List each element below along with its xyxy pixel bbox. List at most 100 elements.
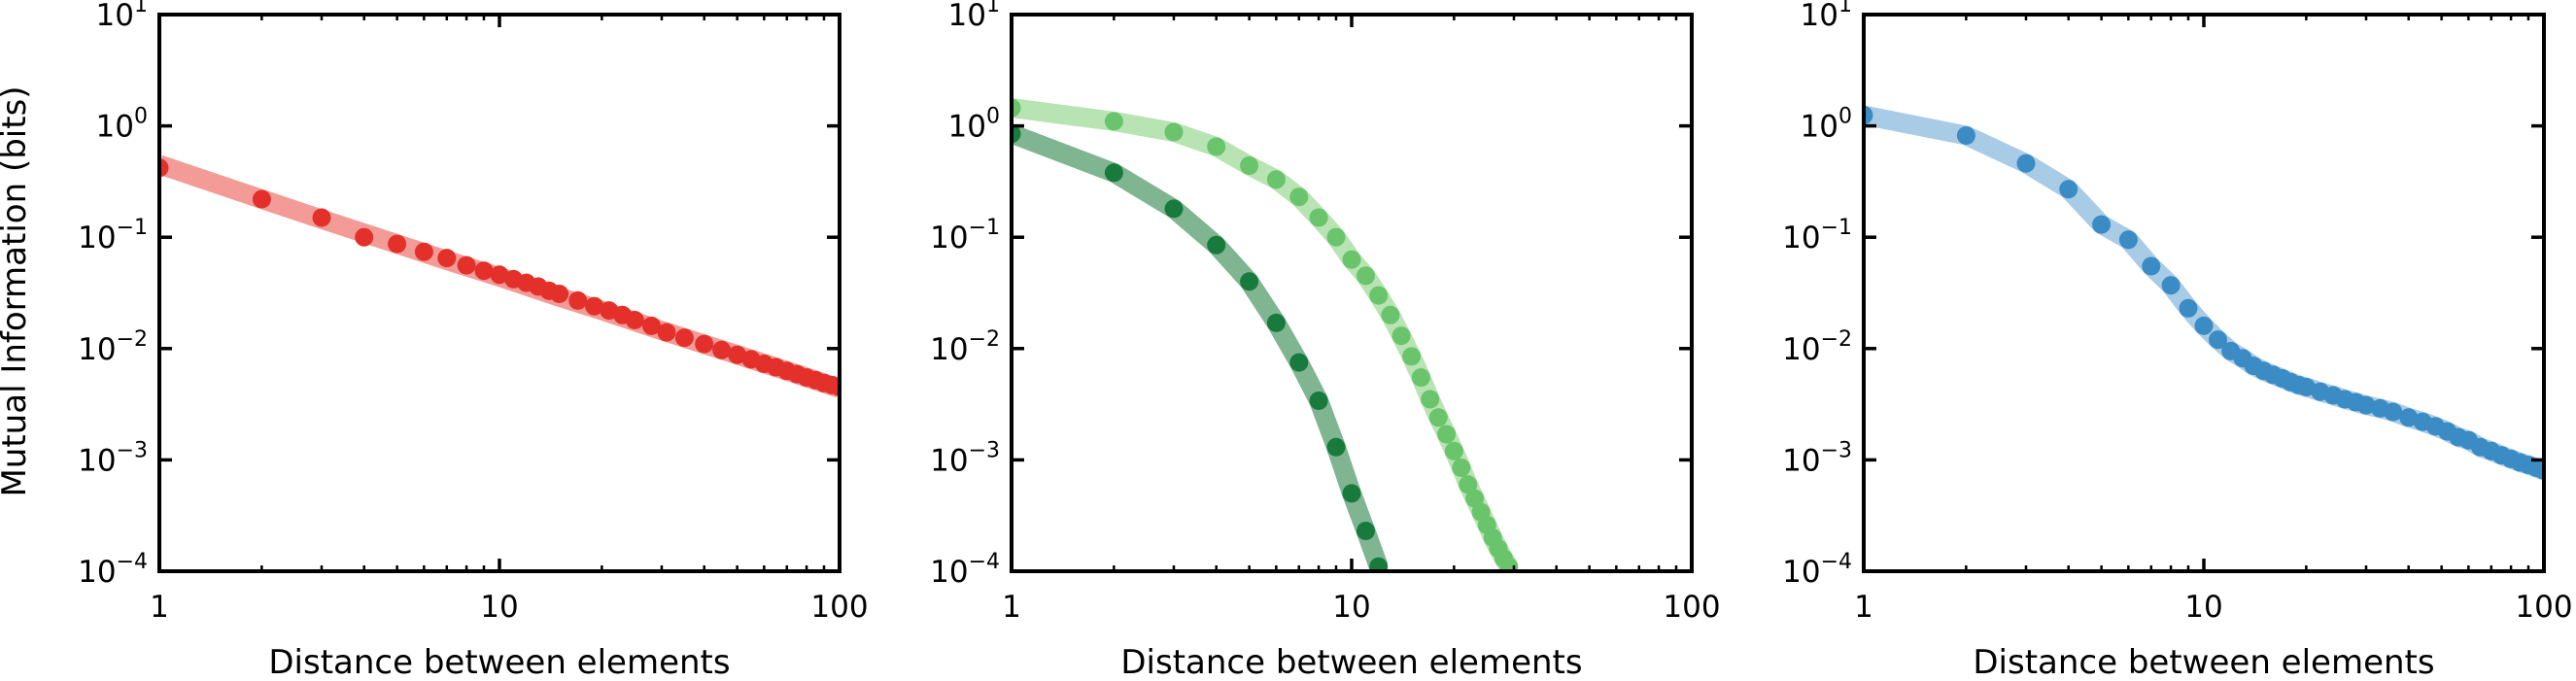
data-point xyxy=(437,249,457,268)
points-series-2 xyxy=(1012,124,1389,571)
data-point xyxy=(2142,256,2161,276)
y-tick-base: 10 xyxy=(1782,555,1820,590)
data-point xyxy=(1342,250,1361,269)
data-point xyxy=(1421,390,1440,409)
data-point xyxy=(1369,557,1389,571)
y-tick-exponent: 0 xyxy=(1838,105,1852,129)
points-series-1 xyxy=(1864,106,2544,480)
data-point xyxy=(2534,461,2544,480)
y-tick-exponent: −3 xyxy=(117,438,148,462)
data-point xyxy=(625,311,644,329)
y-tick-label: 10−2 xyxy=(930,327,1000,367)
y-tick-exponent: −2 xyxy=(1821,327,1852,352)
y-tick-base: 10 xyxy=(930,332,968,367)
y-tick-label: 100 xyxy=(1801,105,1852,145)
data-point xyxy=(2384,402,2403,422)
data-point xyxy=(1428,408,1448,427)
data-point xyxy=(1452,459,1471,477)
data-point xyxy=(490,265,509,285)
y-tick-exponent: 0 xyxy=(134,105,148,129)
data-point xyxy=(1012,98,1021,118)
plot-area xyxy=(159,154,840,398)
y-tick-base: 10 xyxy=(78,221,116,255)
y-tick-base: 10 xyxy=(930,443,968,478)
data-point xyxy=(1444,441,1463,460)
y-tick-label: 10−3 xyxy=(1782,438,1852,478)
data-point xyxy=(1357,266,1375,286)
data-point xyxy=(2194,316,2214,335)
y-tick-base: 10 xyxy=(78,443,116,478)
y-tick-label: 10−2 xyxy=(78,327,148,367)
y-tick-base: 10 xyxy=(948,110,986,145)
y-tick-base: 10 xyxy=(1801,110,1838,145)
x-tick-label: 10 xyxy=(1332,590,1370,625)
y-tick-label: 101 xyxy=(1801,0,1852,33)
y-tick-label: 10−1 xyxy=(1782,216,1852,255)
data-point xyxy=(585,296,604,316)
y-tick-label: 10−2 xyxy=(1782,327,1852,367)
data-point xyxy=(1381,305,1400,324)
y-tick-base: 10 xyxy=(78,555,116,590)
y-tick-exponent: 1 xyxy=(1838,0,1852,17)
y-tick-label: 101 xyxy=(948,0,1000,33)
y-tick-base: 10 xyxy=(1801,0,1838,33)
x-tick-label: 1 xyxy=(1002,590,1021,625)
data-point xyxy=(252,189,271,209)
data-point xyxy=(1164,122,1184,142)
data-point xyxy=(695,334,714,354)
y-tick-exponent: −3 xyxy=(969,438,1000,462)
y-tick-base: 10 xyxy=(930,221,968,255)
data-point xyxy=(2016,153,2036,173)
data-point xyxy=(474,261,494,281)
y-tick-label: 10−4 xyxy=(1782,550,1852,590)
data-point xyxy=(2092,215,2112,234)
y-tick-exponent: −2 xyxy=(969,327,1000,352)
data-point xyxy=(674,328,694,348)
data-point xyxy=(657,323,676,342)
y-tick-base: 10 xyxy=(1782,221,1820,255)
fit-band-series-2 xyxy=(1012,124,1389,570)
data-point xyxy=(457,255,476,275)
data-point xyxy=(1104,163,1123,183)
x-tick-label: 1 xyxy=(150,590,169,625)
data-point xyxy=(159,158,169,178)
data-point xyxy=(1309,392,1328,410)
shared-y-axis-label: Mutual Information (bits) xyxy=(0,85,34,496)
y-tick-base: 10 xyxy=(1782,332,1820,367)
data-point xyxy=(1342,484,1361,503)
x-tick-label: 1 xyxy=(1854,590,1873,625)
points-series-1 xyxy=(159,158,840,396)
data-point xyxy=(312,208,331,227)
data-point xyxy=(2296,378,2316,396)
data-point xyxy=(355,227,374,247)
data-point xyxy=(1391,326,1411,346)
data-point xyxy=(712,340,732,359)
y-tick-exponent: −1 xyxy=(969,216,1000,240)
data-point xyxy=(1012,124,1021,144)
data-point xyxy=(1289,187,1309,207)
fit-band-series-1 xyxy=(1864,105,2544,480)
y-tick-exponent: 0 xyxy=(986,105,1000,129)
plot-area xyxy=(1864,105,2544,480)
data-point xyxy=(2209,330,2227,350)
y-tick-base: 10 xyxy=(78,332,116,367)
y-tick-exponent: 1 xyxy=(134,0,148,17)
y-tick-exponent: −2 xyxy=(117,327,148,352)
data-point xyxy=(1956,126,1975,145)
data-point xyxy=(1411,368,1430,388)
x-tick-label: 100 xyxy=(810,590,868,625)
y-tick-exponent: −1 xyxy=(117,216,148,240)
y-tick-label: 10−4 xyxy=(78,550,148,590)
x-tick-label: 100 xyxy=(1663,590,1720,625)
x-tick-label: 100 xyxy=(2515,590,2572,625)
y-tick-exponent: −4 xyxy=(117,550,148,574)
x-axis-label: Distance between elements xyxy=(1120,643,1582,681)
y-tick-base: 10 xyxy=(96,0,134,33)
data-point xyxy=(1326,437,1346,457)
y-tick-label: 10−4 xyxy=(930,550,1000,590)
y-tick-label: 100 xyxy=(948,105,1000,145)
data-point xyxy=(642,316,661,335)
